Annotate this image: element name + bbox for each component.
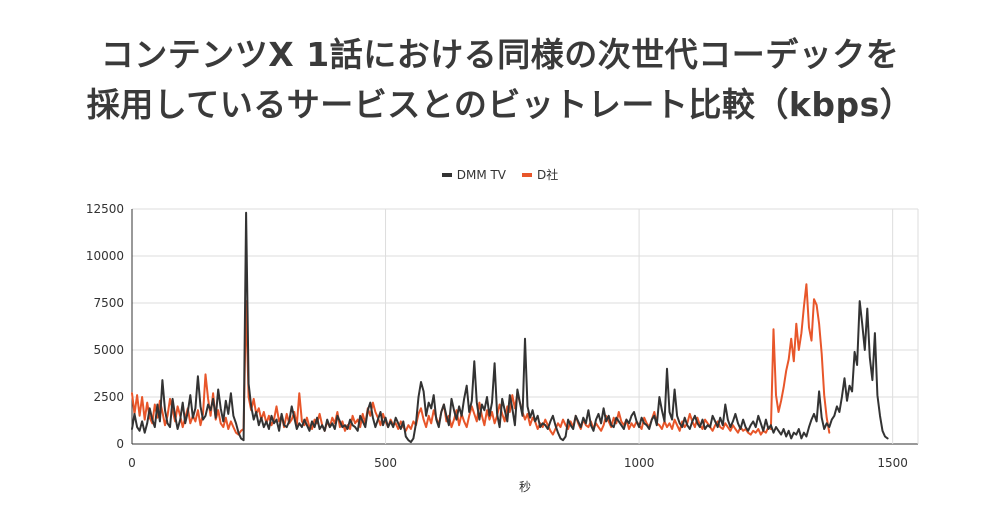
chart-series <box>131 211 889 444</box>
x-tick-label: 0 <box>128 456 136 470</box>
legend-label-dmm-tv: DMM TV <box>456 167 507 182</box>
y-tick-label: 5000 <box>93 343 124 357</box>
legend-item-d-sha[interactable]: D社 <box>522 166 558 183</box>
legend-swatch-d-sha <box>522 172 533 177</box>
y-tick-label: 12500 <box>86 202 124 216</box>
y-tick-label: 7500 <box>93 296 124 310</box>
chart-title-line-1: コンテンツX 1話における同様の次世代コーデックを <box>100 35 900 74</box>
chart-title: コンテンツX 1話における同様の次世代コーデックを 採用しているサービスとのビッ… <box>0 30 1000 130</box>
legend-item-dmm-tv[interactable]: DMM TV <box>441 167 507 182</box>
x-axis-label: 秒 <box>519 480 531 494</box>
y-tick-label: 2500 <box>93 390 124 404</box>
y-tick-label: 0 <box>116 437 124 451</box>
chart-title-line-2: 採用しているサービスとのビットレート比較（kbps） <box>86 85 914 124</box>
y-tick-label: 10000 <box>86 249 124 263</box>
legend-label-d-sha: D社 <box>537 168 559 182</box>
chart-axes: 0 2500 5000 7500 10000 12500 0 500 1000 1500 <box>86 202 908 470</box>
x-tick-label: 1000 <box>624 456 655 470</box>
x-tick-label: 500 <box>374 456 397 470</box>
chart-legend: DMM TV D社 <box>0 166 1000 183</box>
series-line-dmm-tv <box>131 211 889 444</box>
legend-swatch-dmm-tv <box>441 172 452 177</box>
x-tick-label: 1500 <box>877 456 908 470</box>
